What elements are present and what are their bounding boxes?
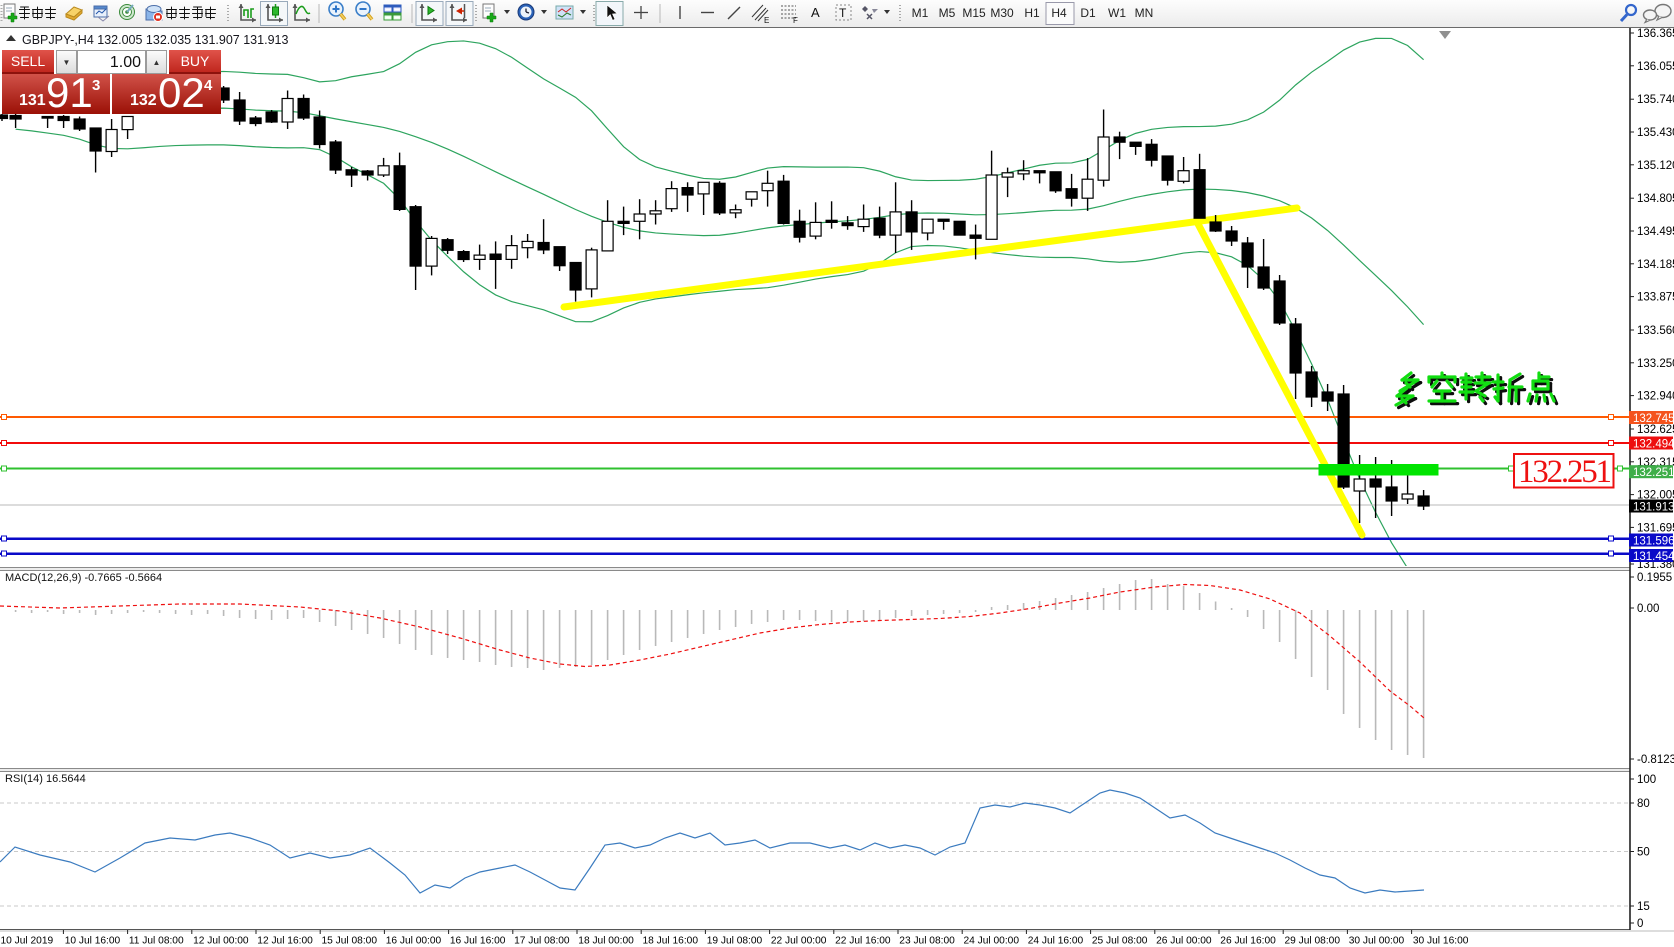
svg-text:135.740: 135.740 xyxy=(1637,94,1674,106)
svg-text:18 Jul 16:00: 18 Jul 16:00 xyxy=(643,936,699,947)
svg-text:134.495: 134.495 xyxy=(1637,226,1674,238)
svg-text:132.494: 132.494 xyxy=(1633,439,1674,451)
svg-text:135.120: 135.120 xyxy=(1637,160,1674,172)
svg-text:80: 80 xyxy=(1637,798,1650,810)
svg-text:132.940: 132.940 xyxy=(1637,391,1674,403)
svg-text:131.454: 131.454 xyxy=(1633,551,1674,563)
svg-text:132.251: 132.251 xyxy=(1633,467,1674,479)
svg-text:M5: M5 xyxy=(939,6,956,20)
svg-text:15 Jul 08:00: 15 Jul 08:00 xyxy=(322,936,378,947)
svg-text:10 Jul 2019: 10 Jul 2019 xyxy=(1,936,54,947)
svg-text:19 Jul 08:00: 19 Jul 08:00 xyxy=(707,936,763,947)
svg-text:133.250: 133.250 xyxy=(1637,358,1674,370)
svg-text:W1: W1 xyxy=(1108,6,1126,20)
svg-text:132.625: 132.625 xyxy=(1637,424,1674,436)
svg-text:25 Jul 08:00: 25 Jul 08:00 xyxy=(1092,936,1148,947)
svg-text:M1: M1 xyxy=(912,6,929,20)
svg-text:132.005: 132.005 xyxy=(1637,490,1674,502)
svg-text:136.365: 136.365 xyxy=(1637,28,1674,40)
svg-text:F: F xyxy=(793,16,798,25)
svg-text:22 Jul 16:00: 22 Jul 16:00 xyxy=(835,936,891,947)
svg-text:23 Jul 08:00: 23 Jul 08:00 xyxy=(899,936,955,947)
svg-text:16 Jul 16:00: 16 Jul 16:00 xyxy=(450,936,506,947)
svg-text:12 Jul 16:00: 12 Jul 16:00 xyxy=(257,936,313,947)
svg-text:T: T xyxy=(839,6,847,20)
svg-text:11 Jul 08:00: 11 Jul 08:00 xyxy=(129,936,184,947)
svg-text:16 Jul 00:00: 16 Jul 00:00 xyxy=(386,936,442,947)
svg-text:30 Jul 00:00: 30 Jul 00:00 xyxy=(1349,936,1405,947)
svg-text:131.913: 131.913 xyxy=(1633,502,1674,514)
svg-text:0.00: 0.00 xyxy=(1637,603,1659,615)
svg-text:M30: M30 xyxy=(990,6,1014,20)
svg-text:132.745: 132.745 xyxy=(1633,413,1674,425)
svg-text:A: A xyxy=(811,5,820,20)
svg-text:132.251: 132.251 xyxy=(1518,454,1612,490)
svg-text:E: E xyxy=(764,16,769,25)
svg-text:133.875: 133.875 xyxy=(1637,292,1674,304)
svg-text:131.596: 131.596 xyxy=(1633,536,1674,548)
svg-text:RSI(14) 16.5644: RSI(14) 16.5644 xyxy=(5,773,86,785)
svg-text:D1: D1 xyxy=(1080,6,1096,20)
svg-text:26 Jul 16:00: 26 Jul 16:00 xyxy=(1220,936,1276,947)
svg-text:H4: H4 xyxy=(1051,6,1067,20)
svg-text:22 Jul 00:00: 22 Jul 00:00 xyxy=(771,936,827,947)
svg-text:50: 50 xyxy=(1637,847,1650,859)
svg-text:24 Jul 16:00: 24 Jul 16:00 xyxy=(1028,936,1084,947)
svg-text:131.695: 131.695 xyxy=(1637,522,1674,534)
svg-text:GBPJPY-,H4 132.005 132.035 13: GBPJPY-,H4 132.005 132.035 131.907 131.9… xyxy=(22,33,288,47)
svg-text:H1: H1 xyxy=(1024,6,1040,20)
svg-text:18 Jul 00:00: 18 Jul 00:00 xyxy=(578,936,634,947)
svg-text:29 Jul 08:00: 29 Jul 08:00 xyxy=(1285,936,1341,947)
svg-text:MN: MN xyxy=(1135,6,1154,20)
svg-text:30 Jul 16:00: 30 Jul 16:00 xyxy=(1413,936,1469,947)
svg-text:0: 0 xyxy=(1637,918,1643,930)
svg-text:24 Jul 00:00: 24 Jul 00:00 xyxy=(964,936,1020,947)
svg-text:-0.8123: -0.8123 xyxy=(1637,754,1674,766)
svg-text:10 Jul 16:00: 10 Jul 16:00 xyxy=(65,936,121,947)
svg-text:15: 15 xyxy=(1637,901,1650,913)
svg-text:12 Jul 00:00: 12 Jul 00:00 xyxy=(193,936,249,947)
svg-text:135.430: 135.430 xyxy=(1637,127,1674,139)
svg-text:M15: M15 xyxy=(962,6,986,20)
svg-text:136.055: 136.055 xyxy=(1637,61,1674,73)
svg-text:133.560: 133.560 xyxy=(1637,325,1674,337)
svg-text:MACD(12,26,9) -0.7665 -0.5664: MACD(12,26,9) -0.7665 -0.5664 xyxy=(5,572,162,584)
svg-text:0.1955: 0.1955 xyxy=(1637,572,1672,584)
svg-text:17 Jul 08:00: 17 Jul 08:00 xyxy=(514,936,570,947)
svg-text:134.185: 134.185 xyxy=(1637,259,1674,271)
svg-text:100: 100 xyxy=(1637,774,1656,786)
svg-text:26 Jul 00:00: 26 Jul 00:00 xyxy=(1156,936,1212,947)
svg-text:134.805: 134.805 xyxy=(1637,193,1674,205)
